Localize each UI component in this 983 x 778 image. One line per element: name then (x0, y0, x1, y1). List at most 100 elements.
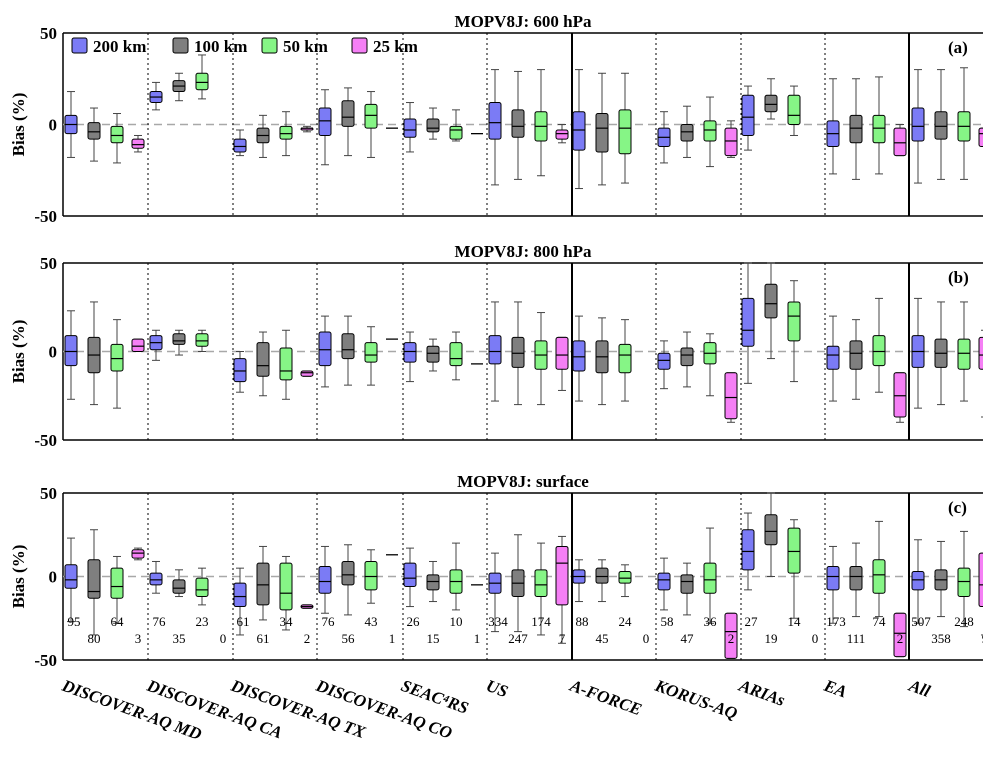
box-200km (572, 69, 586, 190)
sample-count-label: 2 (897, 631, 904, 646)
box-body (787, 301, 801, 342)
box-body (618, 343, 632, 374)
box-100km (426, 338, 440, 372)
box-body (318, 331, 332, 367)
box-25km (131, 338, 145, 352)
sample-count-label: 0 (220, 631, 227, 646)
box-200km (911, 69, 925, 184)
box-body (364, 560, 378, 591)
sample-count-label: 334 (488, 614, 508, 629)
y-axis-label: Bias (%) (9, 320, 28, 384)
box-body (703, 562, 717, 594)
box-body (449, 125, 463, 140)
sample-count-label: 43 (365, 614, 378, 629)
category-label: DISCOVER-AQ MD (59, 676, 204, 744)
box-body (426, 574, 440, 591)
sample-count-label: 80 (88, 631, 101, 646)
sample-count-label: 2 (304, 631, 311, 646)
box-body (741, 297, 755, 347)
box-body (233, 358, 247, 383)
legend-label: 200 km (93, 37, 146, 56)
box-body (849, 340, 863, 370)
y-tick-label: 0 (49, 116, 58, 135)
box-100km (426, 107, 440, 140)
sample-count-label: 507 (911, 614, 931, 629)
box-50km (787, 519, 801, 619)
y-tick-label: -50 (34, 651, 57, 670)
box-25km (724, 612, 738, 659)
sample-count-label: 34 (280, 614, 294, 629)
box-body (572, 111, 586, 151)
box-200km (657, 557, 671, 611)
box-body (764, 94, 778, 113)
box-body (318, 107, 332, 136)
box-body (511, 109, 525, 138)
box-100km (595, 72, 609, 186)
box-200km (403, 331, 417, 383)
panel-title: MOPV8J: surface (457, 472, 589, 491)
sample-count-label: 45 (596, 631, 609, 646)
box-100km (849, 319, 863, 400)
box-body (657, 352, 671, 370)
box-body (279, 347, 293, 381)
box-100km (511, 70, 525, 180)
box-body (595, 113, 609, 153)
box-200km (149, 560, 163, 594)
sample-count-label: 74 (873, 614, 887, 629)
box-body (618, 570, 632, 584)
box-body (341, 333, 355, 360)
box-body (256, 562, 270, 606)
sample-count-label: 1 (474, 631, 481, 646)
box-25km (893, 372, 907, 423)
category-label: ARIAs (736, 676, 788, 710)
box-body (110, 343, 124, 372)
box-body (911, 570, 925, 591)
box-body (826, 565, 840, 591)
box-body (256, 342, 270, 377)
box-body (724, 127, 738, 157)
legend-swatch (172, 37, 189, 54)
box-body (403, 562, 417, 588)
box-200km (741, 85, 755, 151)
box-body (87, 122, 101, 140)
box-50km (534, 542, 548, 636)
box-body (787, 94, 801, 126)
box-100km (341, 315, 355, 386)
box-50km (703, 96, 717, 168)
box-50km (872, 520, 886, 618)
sample-count-label: 64 (111, 614, 125, 629)
box-50km (957, 301, 971, 402)
y-tick-label: 0 (49, 568, 58, 587)
box-200km (233, 567, 247, 636)
box-100km (849, 542, 863, 618)
legend-label: 50 km (283, 37, 328, 56)
box-body (131, 138, 145, 149)
box-body (849, 114, 863, 144)
y-axis-label: Bias (%) (9, 545, 28, 609)
legend-swatch (351, 37, 368, 54)
box-body (724, 372, 738, 420)
box-25km (724, 372, 738, 423)
category-label: A-FORCE (567, 676, 645, 720)
box-body (572, 340, 586, 372)
sample-count-label: 9 (982, 631, 983, 646)
category-label: US (484, 676, 511, 701)
box-50km (279, 555, 293, 631)
sample-count-label: 358 (931, 631, 951, 646)
box-body (893, 612, 907, 658)
box-body (233, 582, 247, 608)
y-tick-label: 50 (40, 254, 57, 273)
sample-count-label: 19 (765, 631, 778, 646)
y-tick-label: 50 (40, 484, 57, 503)
box-50km (787, 280, 801, 383)
box-body (978, 127, 983, 147)
box-body (449, 342, 463, 367)
sample-count-label: 247 (508, 631, 528, 646)
box-body (195, 72, 209, 91)
box-body (279, 125, 293, 140)
legend-label: 25 km (373, 37, 418, 56)
box-50km (195, 567, 209, 606)
box-100km (511, 301, 525, 406)
